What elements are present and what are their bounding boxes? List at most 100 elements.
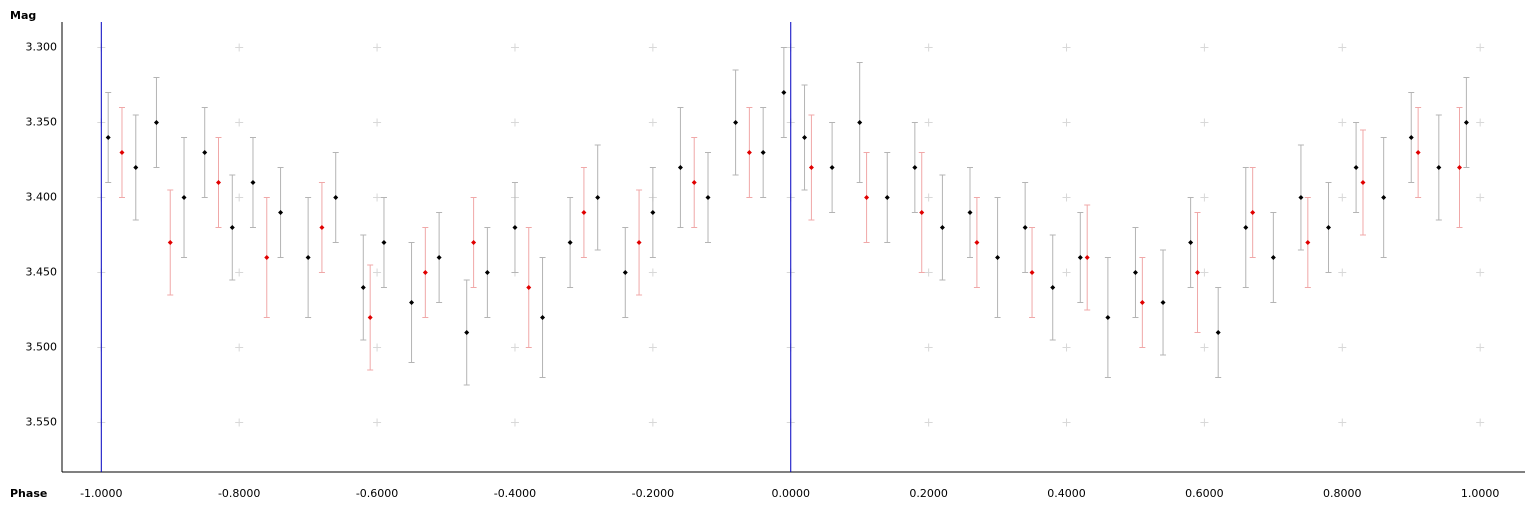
- data-point: [1084, 255, 1090, 260]
- data-point: [1305, 240, 1311, 245]
- grid-cross: [1062, 118, 1071, 127]
- data-point: [781, 90, 787, 95]
- data-point: [319, 225, 325, 230]
- data-point: [567, 240, 573, 245]
- grid-cross: [1200, 343, 1209, 352]
- y-axis-label: Mag: [10, 9, 36, 22]
- grid-cross: [1476, 43, 1485, 52]
- grid-cross: [1062, 343, 1071, 352]
- data-point: [595, 195, 601, 200]
- data-point: [1250, 210, 1256, 215]
- x-tick-label: 0.0000: [771, 487, 810, 500]
- data-point: [119, 150, 125, 155]
- x-tick-label: 1.0000: [1461, 487, 1500, 500]
- grid-cross: [1338, 343, 1347, 352]
- data-point: [512, 225, 518, 230]
- grid-cross: [924, 418, 933, 427]
- grid-cross: [1062, 193, 1071, 202]
- data-point: [939, 225, 945, 230]
- data-point: [622, 270, 628, 275]
- grid-cross: [1338, 268, 1347, 277]
- data-point: [464, 330, 470, 335]
- x-axis-label: Phase: [10, 487, 47, 500]
- grid-cross: [1476, 118, 1485, 127]
- y-tick-label: 3.300: [26, 41, 58, 54]
- grid-cross: [373, 343, 382, 352]
- data-point: [1326, 225, 1332, 230]
- grid-cross: [510, 418, 519, 427]
- data-point: [1050, 285, 1056, 290]
- grid-cross: [510, 118, 519, 127]
- grid-cross: [1476, 268, 1485, 277]
- data-point: [264, 255, 270, 260]
- grid-cross: [373, 193, 382, 202]
- data-point: [733, 120, 739, 125]
- data-point: [422, 270, 428, 275]
- data-point: [540, 315, 546, 320]
- data-point: [471, 240, 477, 245]
- grid-cross: [373, 43, 382, 52]
- grid-cross: [1200, 43, 1209, 52]
- data-point: [919, 210, 925, 215]
- data-point: [760, 150, 766, 155]
- data-point: [181, 195, 187, 200]
- data-point: [677, 165, 683, 170]
- grid-cross: [373, 418, 382, 427]
- data-point: [802, 135, 808, 140]
- data-point: [1463, 120, 1469, 125]
- grid-cross: [924, 268, 933, 277]
- data-point: [1022, 225, 1028, 230]
- x-tick-label: -0.4000: [494, 487, 536, 500]
- y-tick-label: 3.400: [26, 191, 58, 204]
- data-point: [305, 255, 311, 260]
- data-point: [1029, 270, 1035, 275]
- x-tick-label: 0.2000: [909, 487, 948, 500]
- data-point: [216, 180, 222, 185]
- data-point: [1160, 300, 1166, 305]
- data-point: [526, 285, 532, 290]
- data-point: [636, 240, 642, 245]
- data-point: [202, 150, 208, 155]
- x-tick-label: -0.8000: [218, 487, 260, 500]
- grid-cross: [1476, 193, 1485, 202]
- data-point: [995, 255, 1001, 260]
- x-tick-label: 0.6000: [1185, 487, 1224, 500]
- grid-cross: [373, 118, 382, 127]
- grid-cross: [1062, 268, 1071, 277]
- data-point: [967, 210, 973, 215]
- data-point: [153, 120, 159, 125]
- data-point: [133, 165, 139, 170]
- grid-cross: [235, 193, 244, 202]
- grid-cross: [648, 268, 657, 277]
- data-point: [1188, 240, 1194, 245]
- data-point: [1408, 135, 1414, 140]
- grid-cross: [648, 118, 657, 127]
- grid-cross: [924, 43, 933, 52]
- grid-cross: [1200, 418, 1209, 427]
- data-point: [484, 270, 490, 275]
- grid-cross: [648, 343, 657, 352]
- data-point: [1077, 255, 1083, 260]
- data-point: [1195, 270, 1201, 275]
- y-tick-label: 3.350: [26, 116, 58, 129]
- grid-cross: [924, 118, 933, 127]
- data-point: [1298, 195, 1304, 200]
- data-point: [1139, 300, 1145, 305]
- grid-cross: [648, 418, 657, 427]
- data-point: [436, 255, 442, 260]
- data-point: [581, 210, 587, 215]
- data-point: [864, 195, 870, 200]
- data-point: [1381, 195, 1387, 200]
- data-point: [278, 210, 284, 215]
- grid-cross: [1476, 343, 1485, 352]
- data-point: [1243, 225, 1249, 230]
- data-point: [1353, 165, 1359, 170]
- data-point: [167, 240, 173, 245]
- grid-cross: [235, 418, 244, 427]
- data-point: [884, 195, 890, 200]
- x-tick-label: -1.0000: [80, 487, 122, 500]
- grid-cross: [1062, 43, 1071, 52]
- grid-cross: [235, 268, 244, 277]
- grid-cross: [510, 43, 519, 52]
